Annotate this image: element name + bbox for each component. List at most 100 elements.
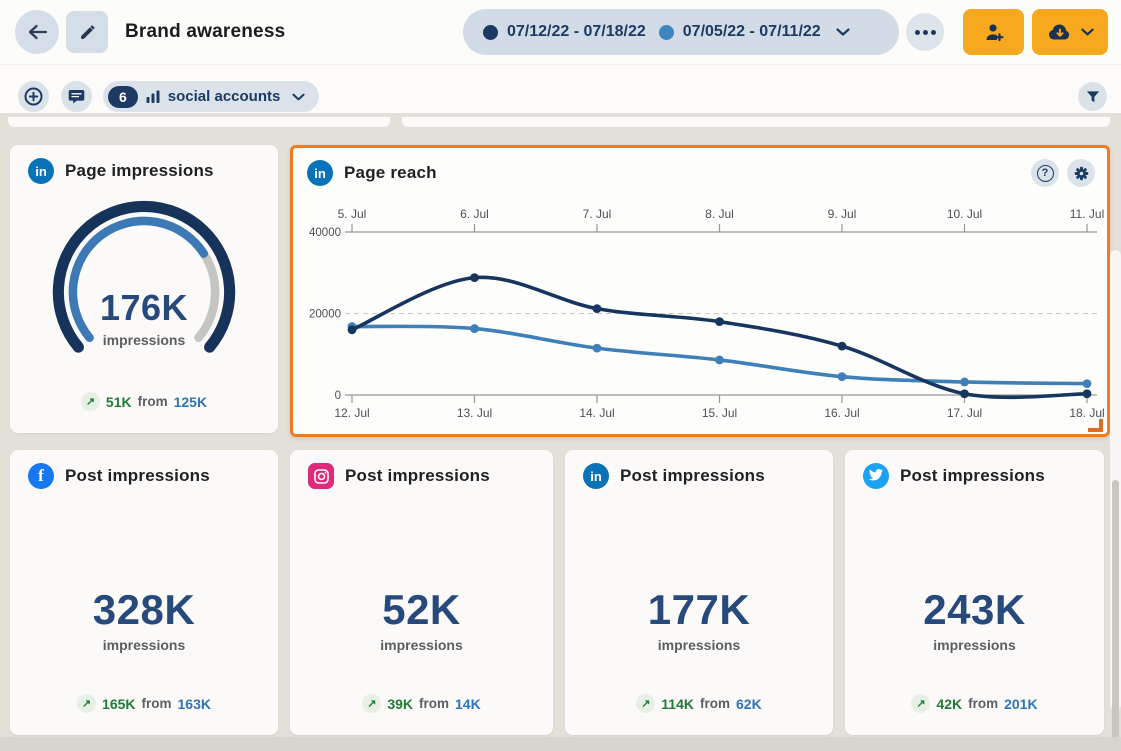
trend-up-icon: ↗ <box>911 694 931 713</box>
card-tools: ? <box>1031 159 1095 187</box>
share-report-button[interactable] <box>963 9 1024 55</box>
linkedin-icon: in <box>28 158 54 184</box>
svg-text:12. Jul: 12. Jul <box>334 406 369 420</box>
question-mark-icon: ? <box>1036 164 1054 182</box>
social-accounts-selector[interactable]: 6 social accounts <box>103 81 320 112</box>
previous-value: 201K <box>1004 695 1038 712</box>
ellipsis-icon <box>914 29 936 35</box>
more-options-button[interactable] <box>906 13 944 51</box>
previous-value: 163K <box>177 695 211 712</box>
header: Brand awareness 07/12/22 - 07/18/22 07/0… <box>0 0 1121 64</box>
delta-row: ↗ 51K from 125K <box>10 392 278 411</box>
delta-value: 39K <box>387 695 413 712</box>
previous-value: 125K <box>173 393 208 410</box>
previous-value: 14K <box>455 695 481 712</box>
current-period-dot <box>483 24 498 40</box>
delta-value: 51K <box>105 393 132 410</box>
svg-text:6. Jul: 6. Jul <box>460 207 489 221</box>
svg-text:9. Jul: 9. Jul <box>828 207 857 221</box>
linkedin-icon: in <box>583 463 609 489</box>
post-impressions-card-facebook[interactable]: f Post impressions 328K impressions ↗ 16… <box>10 450 278 735</box>
comments-button[interactable] <box>61 81 92 112</box>
back-button[interactable] <box>15 10 59 54</box>
metric-unit: impressions <box>102 637 186 653</box>
card-title: Post impressions <box>900 466 1045 485</box>
plus-circle-icon <box>24 87 43 106</box>
card-header: in Page impressions <box>10 145 278 197</box>
svg-text:40000: 40000 <box>309 227 341 239</box>
chevron-down-icon <box>836 28 850 36</box>
card-header: Post impressions <box>845 450 1104 502</box>
delta-from-label: from <box>968 696 999 711</box>
dashboard-content: in Page impressions 176K impressions ↗ 5… <box>0 113 1121 751</box>
metric-block: 177K impressions <box>565 586 833 653</box>
cloud-download-icon <box>1047 22 1073 42</box>
filter-funnel-icon <box>1086 90 1100 104</box>
previous-period-label: 07/05/22 - 07/11/22 <box>682 23 821 40</box>
metric-block: 243K impressions <box>845 586 1104 653</box>
post-impressions-card-linkedin[interactable]: in Post impressions 177K impressions ↗ 1… <box>565 450 833 735</box>
partial-card-above-left <box>8 117 390 127</box>
facebook-icon: f <box>28 463 54 489</box>
trend-up-icon: ↗ <box>636 694 656 713</box>
post-impressions-card-twitter[interactable]: Post impressions 243K impressions ↗ 42K … <box>845 450 1104 735</box>
delta-value: 42K <box>936 695 963 712</box>
comment-icon <box>68 89 85 105</box>
gauge-arc <box>52 200 236 353</box>
card-header: in Page reach <box>293 148 1107 198</box>
bar-chart-icon <box>146 90 160 104</box>
delta-from-label: from <box>137 394 168 409</box>
chevron-down-icon <box>292 93 305 101</box>
current-period-label: 07/12/22 - 07/18/22 <box>507 23 646 40</box>
delta-from-label: from <box>141 696 172 711</box>
scrollbar-track[interactable] <box>1110 250 1121 750</box>
post-impressions-card-instagram[interactable]: Post impressions 52K impressions ↗ 39K f… <box>290 450 553 735</box>
metric-value: 243K <box>923 586 1026 633</box>
filter-button[interactable] <box>1078 82 1107 111</box>
page-impressions-card[interactable]: in Page impressions 176K impressions ↗ 5… <box>10 145 278 433</box>
card-title: Post impressions <box>345 466 490 485</box>
metric-value: 52K <box>382 586 461 633</box>
metric-unit: impressions <box>380 637 463 653</box>
metric-unit: impressions <box>102 332 186 348</box>
svg-text:0: 0 <box>335 390 341 402</box>
svg-text:18. Jul: 18. Jul <box>1069 406 1104 420</box>
card-title: Page impressions <box>65 161 214 180</box>
page-reach-card[interactable]: in Page reach ? <box>290 145 1110 437</box>
svg-text:13. Jul: 13. Jul <box>457 406 492 420</box>
metric-block: 328K impressions <box>10 586 278 653</box>
partial-card-above-right <box>402 117 1110 127</box>
twitter-icon <box>863 463 889 489</box>
scrollbar-thumb[interactable] <box>1112 480 1119 750</box>
metric-unit: impressions <box>657 637 741 653</box>
linkedin-icon: in <box>307 160 333 186</box>
metric-value: 177K <box>647 586 751 633</box>
pencil-icon <box>79 24 96 41</box>
resize-handle[interactable] <box>1088 419 1103 432</box>
accounts-count-badge: 6 <box>108 85 138 108</box>
svg-text:14. Jul: 14. Jul <box>579 406 614 420</box>
delta-row: ↗ 42K from 201K <box>845 694 1104 713</box>
edit-title-button[interactable] <box>66 11 108 53</box>
settings-button[interactable] <box>1067 159 1095 187</box>
metric-unit: impressions <box>933 637 1016 653</box>
help-button[interactable]: ? <box>1031 159 1059 187</box>
arrow-left-icon <box>27 23 48 41</box>
previous-value: 62K <box>736 695 762 712</box>
card-header: f Post impressions <box>10 450 278 502</box>
trend-up-icon: ↗ <box>362 694 382 713</box>
card-title: Page reach <box>344 163 437 182</box>
svg-text:15. Jul: 15. Jul <box>702 406 737 420</box>
card-header: in Post impressions <box>565 450 833 502</box>
page-title: Brand awareness <box>125 21 286 42</box>
svg-text:20000: 20000 <box>309 309 341 321</box>
date-range-selector[interactable]: 07/12/22 - 07/18/22 07/05/22 - 07/11/22 <box>463 9 899 55</box>
gear-icon <box>1073 165 1090 182</box>
previous-period-dot <box>658 24 674 40</box>
svg-text:7. Jul: 7. Jul <box>583 207 612 221</box>
metric-value: 176K <box>99 287 189 328</box>
metric-block: 52K impressions <box>290 586 553 653</box>
export-button[interactable] <box>1032 9 1108 55</box>
add-widget-button[interactable] <box>18 81 49 112</box>
chevron-down-icon <box>1080 28 1094 36</box>
